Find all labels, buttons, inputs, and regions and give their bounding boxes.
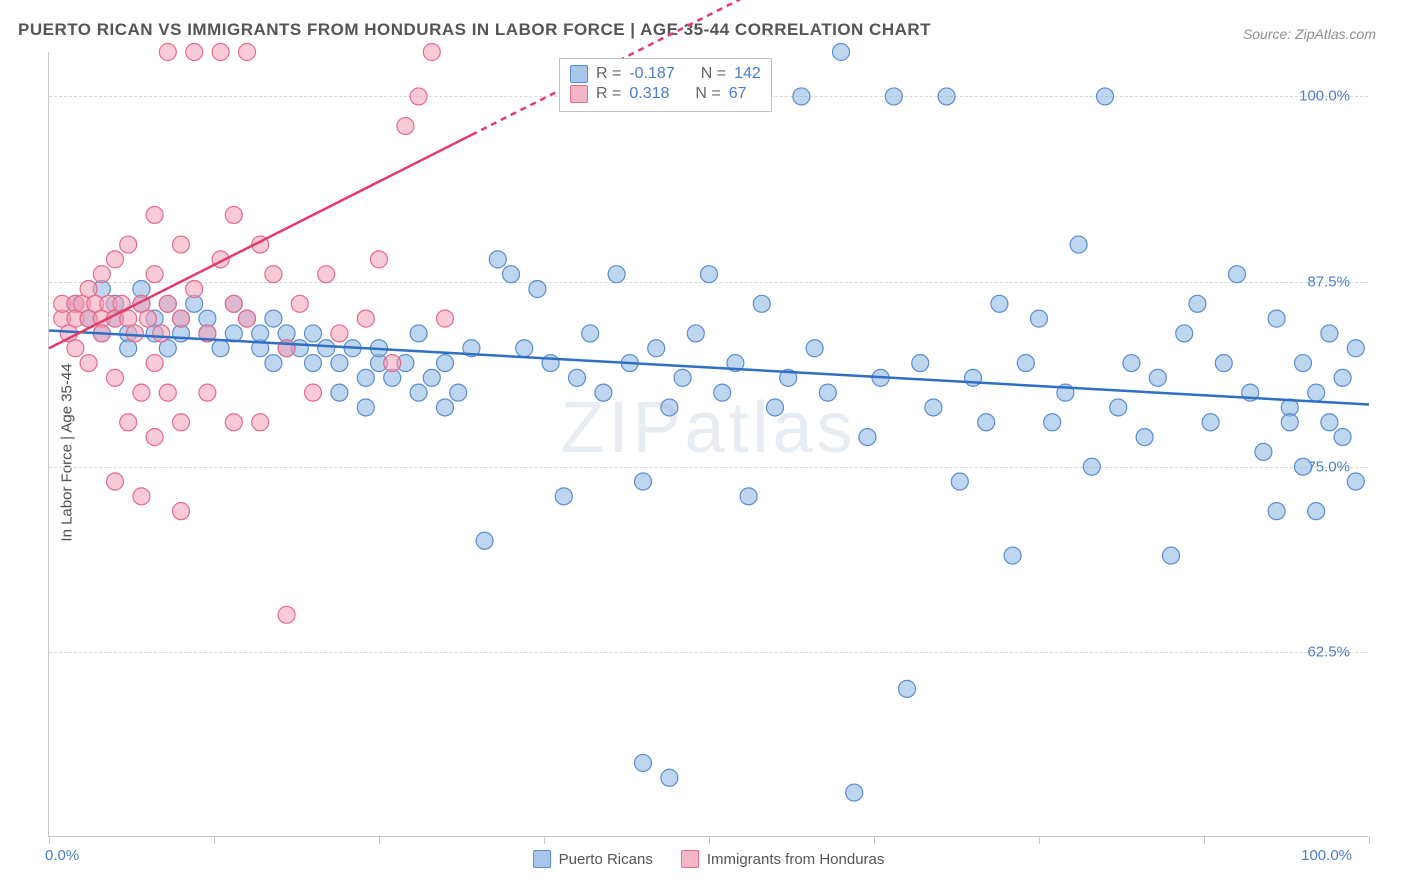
chart-area: In Labor Force | Age 35-44 62.5%75.0%87.… — [48, 52, 1368, 837]
r-label: R = — [596, 85, 621, 103]
n-value: 142 — [734, 65, 761, 83]
legend-label: Puerto Ricans — [559, 851, 653, 868]
x-axis-max-label: 100.0% — [1301, 847, 1352, 864]
scatter-plot — [49, 52, 1368, 836]
r-value: -0.187 — [629, 65, 674, 83]
chart-title: PUERTO RICAN VS IMMIGRANTS FROM HONDURAS… — [18, 20, 931, 40]
swatch-icon — [533, 850, 551, 868]
swatch-icon — [570, 85, 588, 103]
r-value: 0.318 — [629, 85, 669, 103]
n-label: N = — [701, 65, 726, 83]
n-label: N = — [695, 85, 720, 103]
r-label: R = — [596, 65, 621, 83]
swatch-icon — [570, 65, 588, 83]
bottom-legend: Puerto Ricans Immigrants from Honduras — [533, 850, 885, 868]
legend-label: Immigrants from Honduras — [707, 851, 885, 868]
stat-row: R = 0.318 N = 67 — [570, 85, 761, 103]
correlation-stat-box: R = -0.187 N = 142 R = 0.318 N = 67 — [559, 58, 772, 112]
source-label: Source: ZipAtlas.com — [1243, 26, 1376, 42]
x-axis-min-label: 0.0% — [45, 847, 79, 864]
legend-item: Puerto Ricans — [533, 850, 653, 868]
swatch-icon — [681, 850, 699, 868]
legend-item: Immigrants from Honduras — [681, 850, 885, 868]
stat-row: R = -0.187 N = 142 — [570, 65, 761, 83]
n-value: 67 — [729, 85, 747, 103]
